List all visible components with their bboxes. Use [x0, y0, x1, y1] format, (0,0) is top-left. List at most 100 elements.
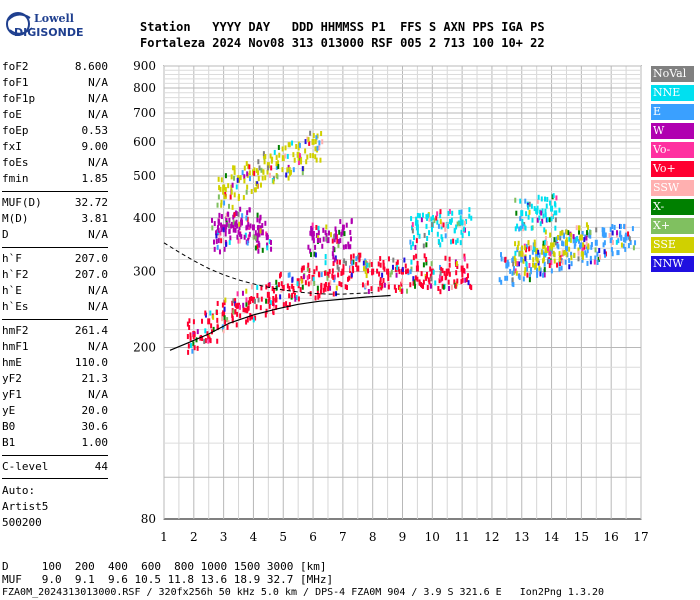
param-name: foEp [2, 124, 29, 137]
echo-dot [227, 320, 230, 326]
echo-dot [225, 222, 228, 228]
echo-dot [288, 272, 291, 278]
x-tick-label: 15 [574, 530, 589, 544]
echo-dot [538, 252, 541, 258]
echo-dot [447, 210, 450, 216]
x-tick-label: 3 [220, 530, 228, 544]
echo-dot [624, 232, 627, 238]
echo-dot [246, 317, 249, 323]
param-value: 110.0 [74, 356, 108, 369]
echo-dot [414, 283, 417, 289]
echo-dot [411, 222, 414, 228]
echo-dot [394, 287, 397, 293]
echo-dot [244, 232, 247, 238]
legend-item-w: W [651, 123, 694, 139]
echo-dot [594, 247, 597, 253]
echo-dot [537, 249, 540, 255]
echo-dot [396, 259, 399, 265]
param-name: MUF(D) [2, 196, 42, 209]
echo-dot [232, 165, 235, 171]
echo-dot [243, 178, 246, 184]
echo-dot [223, 246, 226, 252]
param-separator [2, 191, 108, 192]
echo-dot [546, 246, 549, 252]
echo-dot [528, 273, 531, 279]
data-point-vo- [430, 268, 434, 275]
echo-dot [577, 256, 580, 262]
echo-dot [540, 196, 543, 202]
echo-dot [286, 283, 289, 289]
echo-dot [555, 236, 558, 242]
echo-dot [245, 297, 248, 303]
echo-dot [459, 240, 462, 246]
echo-dot [302, 265, 305, 271]
echo-dot [249, 315, 252, 321]
param-name: h`E [2, 284, 22, 297]
echo-dot [439, 270, 442, 276]
echo-dot [201, 318, 204, 324]
echo-dot [187, 349, 190, 355]
echo-dot [201, 335, 204, 341]
echo-dot [239, 231, 242, 237]
echo-dot [306, 136, 309, 142]
echo-dot [270, 246, 273, 252]
echo-dot [545, 203, 548, 209]
echo-dot [561, 230, 564, 236]
echo-dot [533, 239, 536, 245]
echo-dot [241, 170, 244, 176]
legend-item-nnw: NNW [651, 256, 694, 272]
echo-dot [377, 261, 380, 267]
echo-dot [498, 277, 501, 283]
echo-dot [548, 217, 551, 223]
echo-dot [570, 251, 573, 257]
echo-dot [518, 226, 521, 232]
data-point-e [505, 262, 509, 269]
echo-dot [327, 286, 330, 292]
echo-dot [439, 213, 442, 219]
data-point-w [341, 229, 345, 236]
param-name: yF2 [2, 372, 22, 385]
echo-dot [218, 249, 221, 255]
param-separator [2, 478, 108, 479]
echo-dot [259, 228, 262, 234]
echo-dot [292, 167, 295, 173]
echo-dot [298, 142, 301, 148]
echo-dot [255, 304, 258, 310]
echo-dot [317, 235, 320, 241]
echo-dot [232, 298, 235, 304]
echo-dot [595, 227, 598, 233]
echo-dot [460, 279, 463, 285]
param-value: N/A [88, 388, 108, 401]
echo-dot [323, 283, 326, 289]
echo-dot [223, 306, 226, 312]
echo-dot [558, 266, 561, 272]
echo-dot [329, 285, 332, 291]
echo-dot [269, 153, 272, 159]
echo-dot [237, 211, 240, 217]
echo-dot [420, 283, 423, 289]
echo-dot [232, 309, 235, 315]
echo-dot [573, 236, 576, 242]
echo-dot [623, 223, 626, 229]
echo-dot [570, 261, 573, 267]
echo-dot [331, 268, 334, 274]
echo-dot [250, 295, 253, 301]
echo-dot [463, 256, 466, 262]
echo-dot [215, 310, 218, 316]
echo-dot [307, 281, 310, 287]
echo-dot [245, 319, 248, 325]
echo-dot [378, 271, 381, 277]
echo-dot [578, 225, 581, 231]
echo-dot [516, 244, 519, 250]
echo-dot [334, 234, 337, 240]
param-value: 32.72 [74, 196, 108, 209]
echo-dot [590, 244, 593, 250]
echo-dot [585, 222, 588, 228]
echo-dot [263, 159, 266, 165]
echo-dot [206, 331, 209, 337]
echo-dot [541, 218, 544, 224]
echo-dot [602, 242, 605, 248]
echo-dot [581, 230, 584, 236]
echo-dot [275, 279, 278, 285]
echo-dot [313, 280, 316, 286]
